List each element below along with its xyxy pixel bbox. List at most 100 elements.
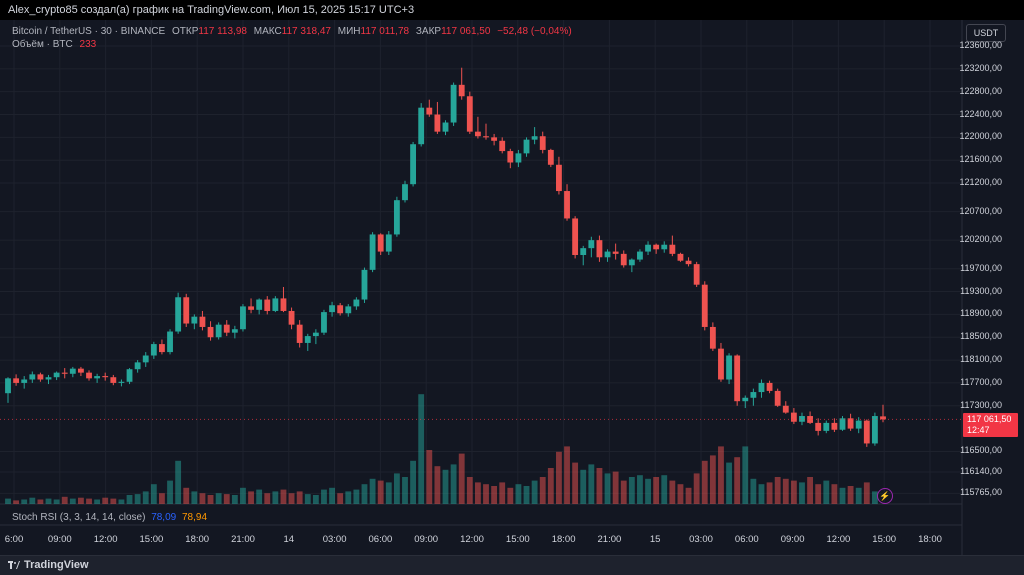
volume-legend: Объём · BTC 233 (12, 39, 96, 50)
change-value: −52,48 (−0,04%) (497, 26, 572, 37)
candle-body (685, 260, 692, 265)
volume-bar (718, 446, 724, 504)
candle-body (240, 306, 246, 330)
last-price-tag: 117 061,50 12:47 (963, 413, 1018, 438)
candle-body (45, 377, 52, 380)
candlestick-chart[interactable] (0, 20, 1024, 555)
candle-body (353, 299, 360, 307)
volume-bar (21, 499, 28, 504)
volume-bar (790, 480, 797, 504)
candle-body (572, 218, 579, 256)
volume-bar (499, 482, 506, 504)
volume-bar (483, 484, 489, 504)
volume-bar (264, 493, 271, 504)
time-tick-label: 06:00 (368, 534, 393, 545)
price-tick-label: 122000,00 (959, 131, 1002, 142)
candle-body (223, 324, 230, 333)
volume-bar (556, 451, 562, 504)
candle-body (264, 299, 271, 311)
candle-body (547, 149, 554, 165)
volume-bar (612, 471, 619, 504)
candle-body (142, 355, 149, 363)
volume-bar (402, 477, 408, 504)
time-tick-label: 18:00 (185, 534, 210, 545)
candle-body (831, 422, 838, 430)
volume-bar (693, 473, 700, 504)
candle-body (288, 310, 295, 325)
volume-bar (620, 480, 627, 504)
candle-body (628, 259, 635, 266)
candle-body (321, 312, 327, 333)
candle-body (369, 234, 376, 270)
price-tick-label: 118500,00 (960, 331, 1002, 342)
candle-body (231, 329, 238, 333)
candle-body (677, 253, 684, 261)
candle-body (758, 382, 765, 393)
countdown-timer: 12:47 (967, 425, 990, 436)
volume-bar (774, 477, 781, 504)
volume-bar (604, 473, 611, 504)
volume-bar (458, 453, 465, 504)
candle-body (199, 316, 206, 327)
volume-bar (766, 482, 773, 504)
candle-body (377, 234, 384, 252)
symbol-legend: Bitcoin / TetherUS · 30 · BINANCE ОТКР11… (12, 26, 572, 37)
close-value: 117 061,50 (441, 26, 491, 37)
volume-bar (637, 475, 643, 504)
price-tick-label: 115765,00 (960, 487, 1002, 498)
lightning-bolt-icon[interactable]: ⚡ (877, 488, 893, 504)
volume-bar (61, 496, 68, 504)
currency-selector[interactable]: USDT (966, 24, 1006, 42)
volume-bar (474, 482, 481, 504)
candle-body (53, 372, 60, 378)
candle-body (78, 368, 84, 373)
volume-bar (361, 484, 368, 504)
candle-body (653, 244, 660, 250)
volume-bar (102, 497, 109, 504)
candle-body (256, 299, 263, 310)
footer-brand: TradingView (24, 559, 89, 571)
candle-body (393, 200, 400, 235)
volume-bar (726, 462, 732, 504)
candle-body (491, 137, 498, 141)
candle-body (645, 244, 651, 252)
volume-bar (823, 480, 830, 504)
candle-body (880, 416, 886, 420)
candle-body (466, 96, 473, 132)
volume-bar (507, 487, 514, 504)
volume-bar (45, 498, 52, 504)
volume-value: 233 (79, 39, 97, 50)
volume-bar (94, 499, 101, 504)
volume-bar (669, 480, 676, 504)
candle-body (863, 420, 870, 444)
volume-bar (296, 491, 303, 504)
high-label: МАКС (253, 26, 282, 37)
tradingview-logo-icon (8, 561, 20, 569)
candle-body (118, 381, 125, 383)
candle-body (361, 269, 368, 300)
open-value: 117 113,98 (198, 26, 247, 37)
candle-body (272, 298, 279, 311)
volume-bar (78, 497, 84, 504)
candle-body (620, 253, 627, 266)
candle-body (474, 131, 481, 137)
candle-body (499, 140, 506, 152)
candle-body (774, 390, 781, 406)
volume-bar (159, 493, 165, 504)
symbol-name: Bitcoin / TetherUS · 30 · BINANCE (12, 26, 166, 37)
volume-bar (782, 478, 789, 504)
candle-body (337, 305, 344, 314)
indicator-name: Stoch RSI (3, 3, 14, 14, close) (12, 512, 146, 523)
volume-bar (134, 494, 141, 504)
volume-bar (29, 497, 36, 504)
candle-body (483, 136, 489, 138)
candle-body (669, 244, 676, 254)
volume-bar (677, 484, 684, 504)
candle-body (637, 251, 643, 260)
last-price-value: 117 061,50 (967, 414, 1012, 425)
time-tick-label: 15 (649, 534, 661, 545)
volume-bar (183, 487, 190, 504)
chart-area[interactable]: Bitcoin / TetherUS · 30 · BINANCE ОТКР11… (0, 20, 1024, 555)
candle-body (790, 412, 797, 422)
volume-bar (426, 450, 433, 504)
